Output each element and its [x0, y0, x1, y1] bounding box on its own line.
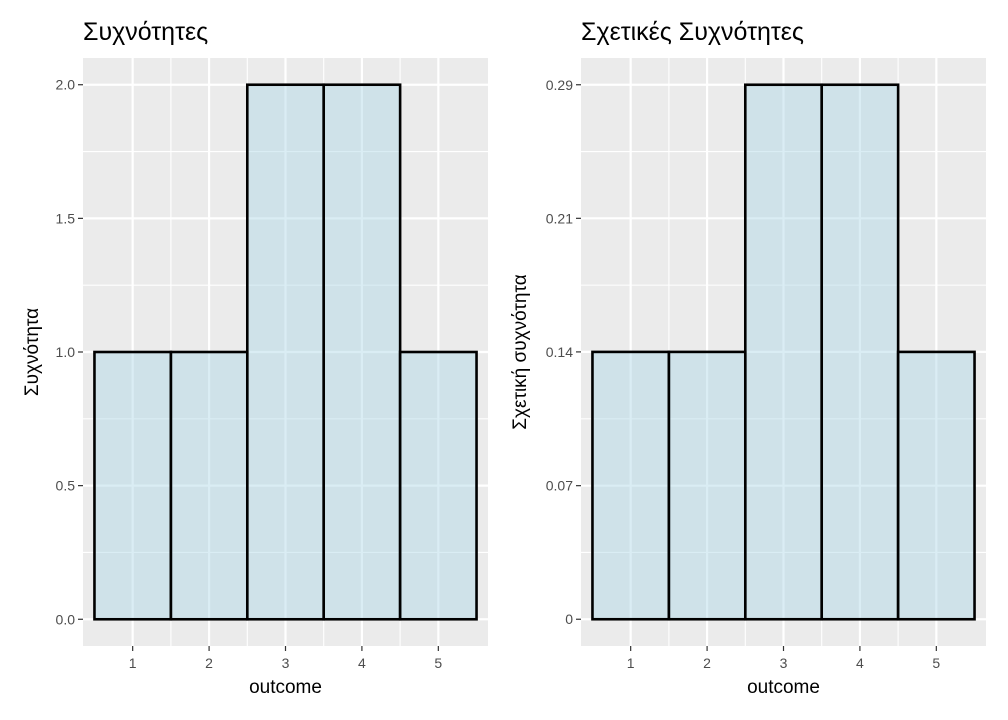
bar-1 [591, 350, 671, 621]
x-tick-label: 4 [856, 655, 864, 671]
x-tick-label: 3 [780, 655, 788, 671]
bar-4 [322, 83, 402, 621]
chart-title: Συχνότητες [83, 18, 208, 46]
x-tick-label: 2 [703, 655, 711, 671]
y-axis-title: Συχνότητα [22, 308, 43, 396]
bar-3 [743, 83, 824, 621]
bar-4 [820, 83, 900, 621]
y-tick-label: 0.0 [56, 611, 76, 627]
y-tick-label: 0.5 [56, 478, 76, 494]
bar-5 [896, 350, 976, 621]
x-tick-label: 5 [434, 655, 442, 671]
bar-5 [398, 350, 478, 621]
y-axis-title: Σχετική συχνότητα [510, 274, 531, 429]
bar-2 [169, 350, 249, 621]
y-tick-label: 1.5 [56, 210, 76, 226]
y-tick-label: 2.0 [56, 77, 76, 93]
x-axis-title: outcome [747, 677, 820, 698]
bar-2 [667, 350, 747, 621]
x-tick-label: 5 [932, 655, 940, 671]
x-axis-title: outcome [249, 677, 322, 698]
x-tick-label: 4 [358, 655, 366, 671]
y-tick-label: 0.29 [546, 77, 573, 93]
x-tick-label: 2 [205, 655, 213, 671]
bar-3 [245, 83, 326, 621]
x-tick-label: 3 [282, 655, 290, 671]
bar-1 [93, 350, 173, 621]
y-tick-label: 1.0 [56, 344, 76, 360]
y-tick-label: 0.21 [546, 210, 573, 226]
y-tick-label: 0.14 [546, 344, 573, 360]
chart-title: Σχετικές Συχνότητες [581, 18, 804, 46]
x-tick-label: 1 [627, 655, 635, 671]
y-tick-label: 0 [565, 611, 573, 627]
y-tick-label: 0.07 [546, 478, 573, 494]
x-tick-label: 1 [129, 655, 137, 671]
